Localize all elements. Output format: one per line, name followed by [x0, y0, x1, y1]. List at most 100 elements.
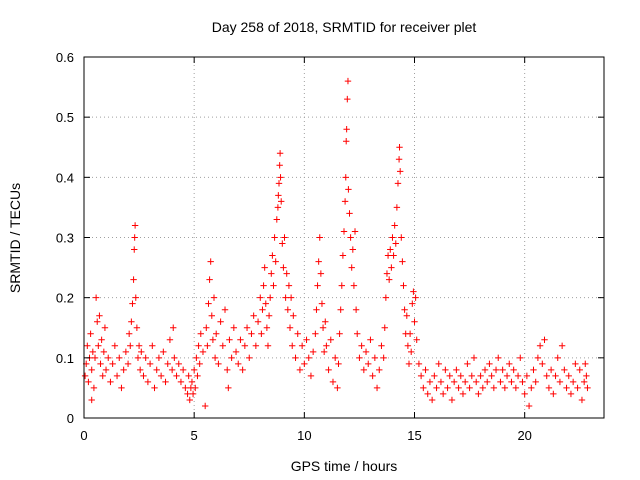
data-point	[396, 144, 403, 151]
data-point	[369, 372, 376, 380]
data-point	[411, 318, 418, 325]
data-point	[186, 396, 193, 404]
data-point	[401, 306, 408, 313]
data-point	[129, 300, 136, 307]
data-point	[271, 234, 278, 241]
data-point	[264, 342, 272, 349]
data-point	[208, 312, 215, 319]
data-point	[157, 372, 165, 380]
data-point	[405, 360, 413, 368]
y-tick-label: 0.5	[56, 110, 74, 125]
data-point	[261, 264, 268, 271]
y-tick-label: 0.4	[56, 170, 74, 185]
data-point	[521, 390, 528, 398]
data-point	[389, 234, 396, 241]
data-point	[273, 216, 280, 223]
data-point	[444, 384, 451, 392]
data-point	[226, 336, 233, 343]
data-point	[329, 378, 337, 386]
data-point	[578, 396, 586, 404]
data-point	[433, 384, 440, 392]
data-point	[547, 366, 555, 374]
data-point	[365, 360, 372, 368]
y-tick-label: 0.3	[56, 231, 74, 246]
data-point	[541, 336, 548, 343]
data-point	[338, 282, 345, 289]
data-point	[336, 330, 343, 337]
data-point	[403, 312, 410, 319]
data-point	[517, 354, 524, 362]
data-point	[488, 372, 495, 380]
data-point	[464, 360, 471, 368]
data-point	[105, 354, 112, 362]
data-point	[254, 318, 262, 325]
data-point	[131, 234, 138, 241]
data-point	[360, 366, 368, 374]
data-point	[289, 342, 296, 349]
data-point	[422, 366, 429, 374]
data-point	[393, 204, 401, 211]
data-point	[543, 372, 550, 380]
data-point	[196, 360, 203, 368]
data-point	[501, 384, 509, 392]
data-point	[111, 342, 119, 349]
data-point	[243, 324, 251, 331]
data-point	[204, 342, 211, 349]
data-point	[426, 378, 434, 386]
data-point	[417, 372, 425, 380]
data-point	[340, 228, 348, 235]
data-point	[475, 390, 482, 398]
data-point	[133, 324, 141, 331]
y-tick-label: 0	[67, 411, 74, 426]
data-point	[228, 354, 235, 362]
data-point	[171, 354, 178, 362]
data-point	[381, 324, 388, 331]
data-point	[574, 384, 581, 392]
data-point	[495, 354, 502, 362]
data-point	[362, 348, 370, 356]
data-point	[122, 348, 130, 356]
data-point	[88, 366, 95, 374]
data-point	[263, 324, 271, 331]
data-point	[446, 372, 453, 380]
data-point	[461, 378, 469, 386]
x-tick-label: 0	[80, 428, 87, 443]
data-point	[206, 276, 213, 283]
data-point	[201, 402, 209, 410]
data-point	[492, 366, 500, 374]
data-points	[81, 77, 591, 410]
data-point	[239, 366, 246, 374]
data-point	[194, 372, 201, 380]
data-point	[285, 282, 293, 289]
data-point	[470, 354, 478, 362]
data-point	[466, 384, 473, 392]
data-point	[457, 372, 464, 380]
data-point	[420, 384, 427, 392]
data-point	[312, 330, 319, 337]
data-point	[224, 366, 231, 374]
data-point	[170, 324, 177, 331]
data-point	[344, 95, 351, 103]
data-point	[155, 354, 163, 362]
data-point	[398, 234, 405, 241]
data-point	[382, 294, 390, 301]
data-point	[265, 312, 273, 319]
data-point	[528, 384, 535, 392]
data-point	[162, 378, 169, 386]
data-point	[190, 366, 198, 374]
data-point	[120, 366, 127, 374]
data-point	[274, 204, 282, 211]
data-point	[205, 300, 212, 307]
data-point	[314, 282, 321, 289]
data-point	[341, 198, 349, 205]
data-point	[387, 246, 394, 253]
data-point	[197, 330, 204, 337]
data-point	[209, 336, 217, 343]
data-point	[318, 300, 326, 307]
data-point	[246, 354, 253, 362]
data-point	[565, 372, 572, 380]
data-point	[113, 372, 121, 380]
data-point	[371, 354, 379, 362]
data-point	[250, 312, 257, 319]
data-point	[237, 336, 244, 343]
